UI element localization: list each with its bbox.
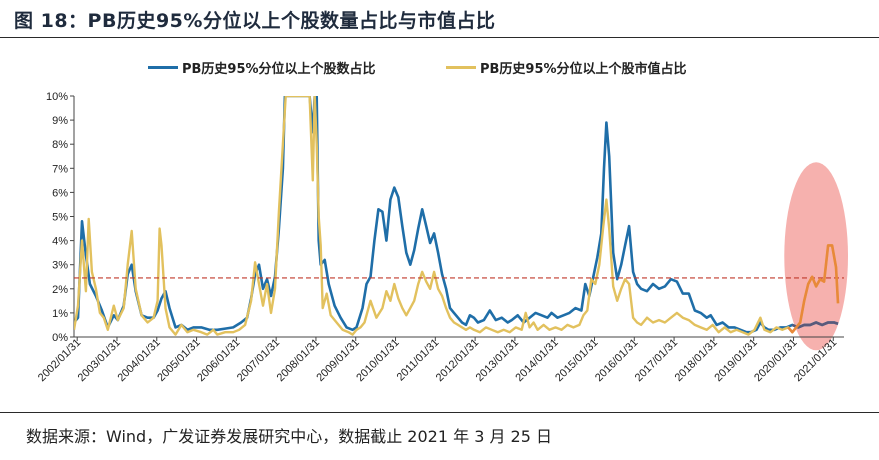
legend-item-marketcap: PB历史95%分位以上个股市值占比 <box>446 58 687 77</box>
series-line-marketcap-highlighted <box>787 244 840 334</box>
title-divider <box>0 37 879 38</box>
y-tick-label: 0% <box>52 332 68 344</box>
source-divider <box>0 412 879 413</box>
highlight-layer <box>784 162 848 351</box>
series-layer <box>74 96 840 336</box>
figure-title: 图 18：PB历史95%分位以上个股数量占比与市值占比 <box>14 10 496 32</box>
series-line-marketcap <box>74 96 840 336</box>
legend-swatch-marketcap <box>446 66 476 69</box>
y-tick-label: 7% <box>52 163 68 175</box>
axes-layer: 0%1%2%3%4%5%6%7%8%9%10%2002/01/312003/01… <box>36 91 844 384</box>
x-tick-label: 2010/01/31 <box>354 337 401 384</box>
series-line-count <box>74 96 839 334</box>
y-tick-label: 10% <box>46 91 68 103</box>
y-tick-label: 2% <box>52 284 68 296</box>
y-tick-label: 5% <box>52 212 68 224</box>
line-chart: 0%1%2%3%4%5%6%7%8%9%10%2002/01/312003/01… <box>36 91 848 384</box>
overlay-layer <box>787 244 840 334</box>
y-tick-label: 8% <box>52 139 68 151</box>
source-note: 数据来源：Wind，广发证券发展研究中心，数据截止 2021 年 3 月 25 … <box>26 427 552 446</box>
y-tick-label: 4% <box>52 236 68 248</box>
legend-label-marketcap: PB历史95%分位以上个股市值占比 <box>480 62 687 77</box>
series-line-count-highlighted <box>791 321 839 329</box>
legend-item-count: PB历史95%分位以上个股数占比 <box>148 58 376 77</box>
legend-swatch-count <box>148 66 178 69</box>
legend-label-count: PB历史95%分位以上个股数占比 <box>182 62 376 77</box>
legend: PB历史95%分位以上个股数占比 PB历史95%分位以上个股市值占比 <box>0 58 879 80</box>
highlight-ellipse <box>784 162 848 351</box>
y-tick-label: 6% <box>52 187 68 199</box>
y-tick-label: 9% <box>52 115 68 127</box>
title-bar: 图 18：PB历史95%分位以上个股数量占比与市值占比 <box>0 0 879 36</box>
y-tick-label: 1% <box>52 308 68 320</box>
y-tick-label: 3% <box>52 260 68 272</box>
